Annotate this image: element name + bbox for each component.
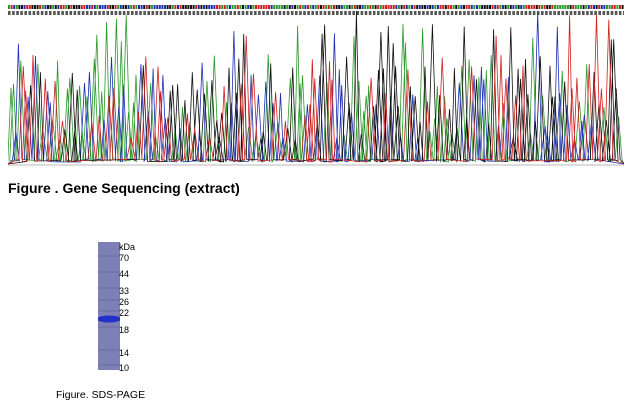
- sequencing-caption: Figure . Gene Sequencing (extract): [8, 180, 240, 196]
- faint-band: [98, 287, 120, 289]
- faint-band: [98, 310, 120, 312]
- trace-T: [8, 14, 624, 165]
- trace-A: [8, 14, 624, 165]
- marker-33: 33: [119, 286, 130, 296]
- faint-band: [98, 271, 120, 273]
- marker-26: 26: [119, 297, 130, 307]
- marker-unit-label: kDa: [119, 242, 136, 252]
- marker-44: 44: [119, 269, 130, 279]
- faint-band: [98, 255, 120, 257]
- trace-C: [8, 12, 624, 165]
- gel-lane-image: [98, 242, 120, 370]
- sds-page-gel: [98, 242, 120, 370]
- protein-band: [98, 315, 120, 323]
- base-call-strip: [8, 5, 624, 15]
- marker-10: 10: [119, 363, 130, 373]
- trace-G: [8, 11, 624, 165]
- sequencing-chromatogram: [8, 4, 624, 169]
- marker-22: 22: [119, 308, 130, 318]
- chromatogram-plot: [8, 5, 624, 166]
- sds-page-caption: Figure. SDS-PAGE: [56, 389, 146, 401]
- marker-14: 14: [119, 348, 130, 358]
- faint-band: [98, 299, 120, 301]
- faint-band: [98, 326, 120, 328]
- faint-band: [98, 364, 120, 366]
- gel-lane: [98, 242, 120, 370]
- faint-band: [98, 349, 120, 351]
- marker-70: 70: [119, 253, 130, 263]
- marker-18: 18: [119, 325, 130, 335]
